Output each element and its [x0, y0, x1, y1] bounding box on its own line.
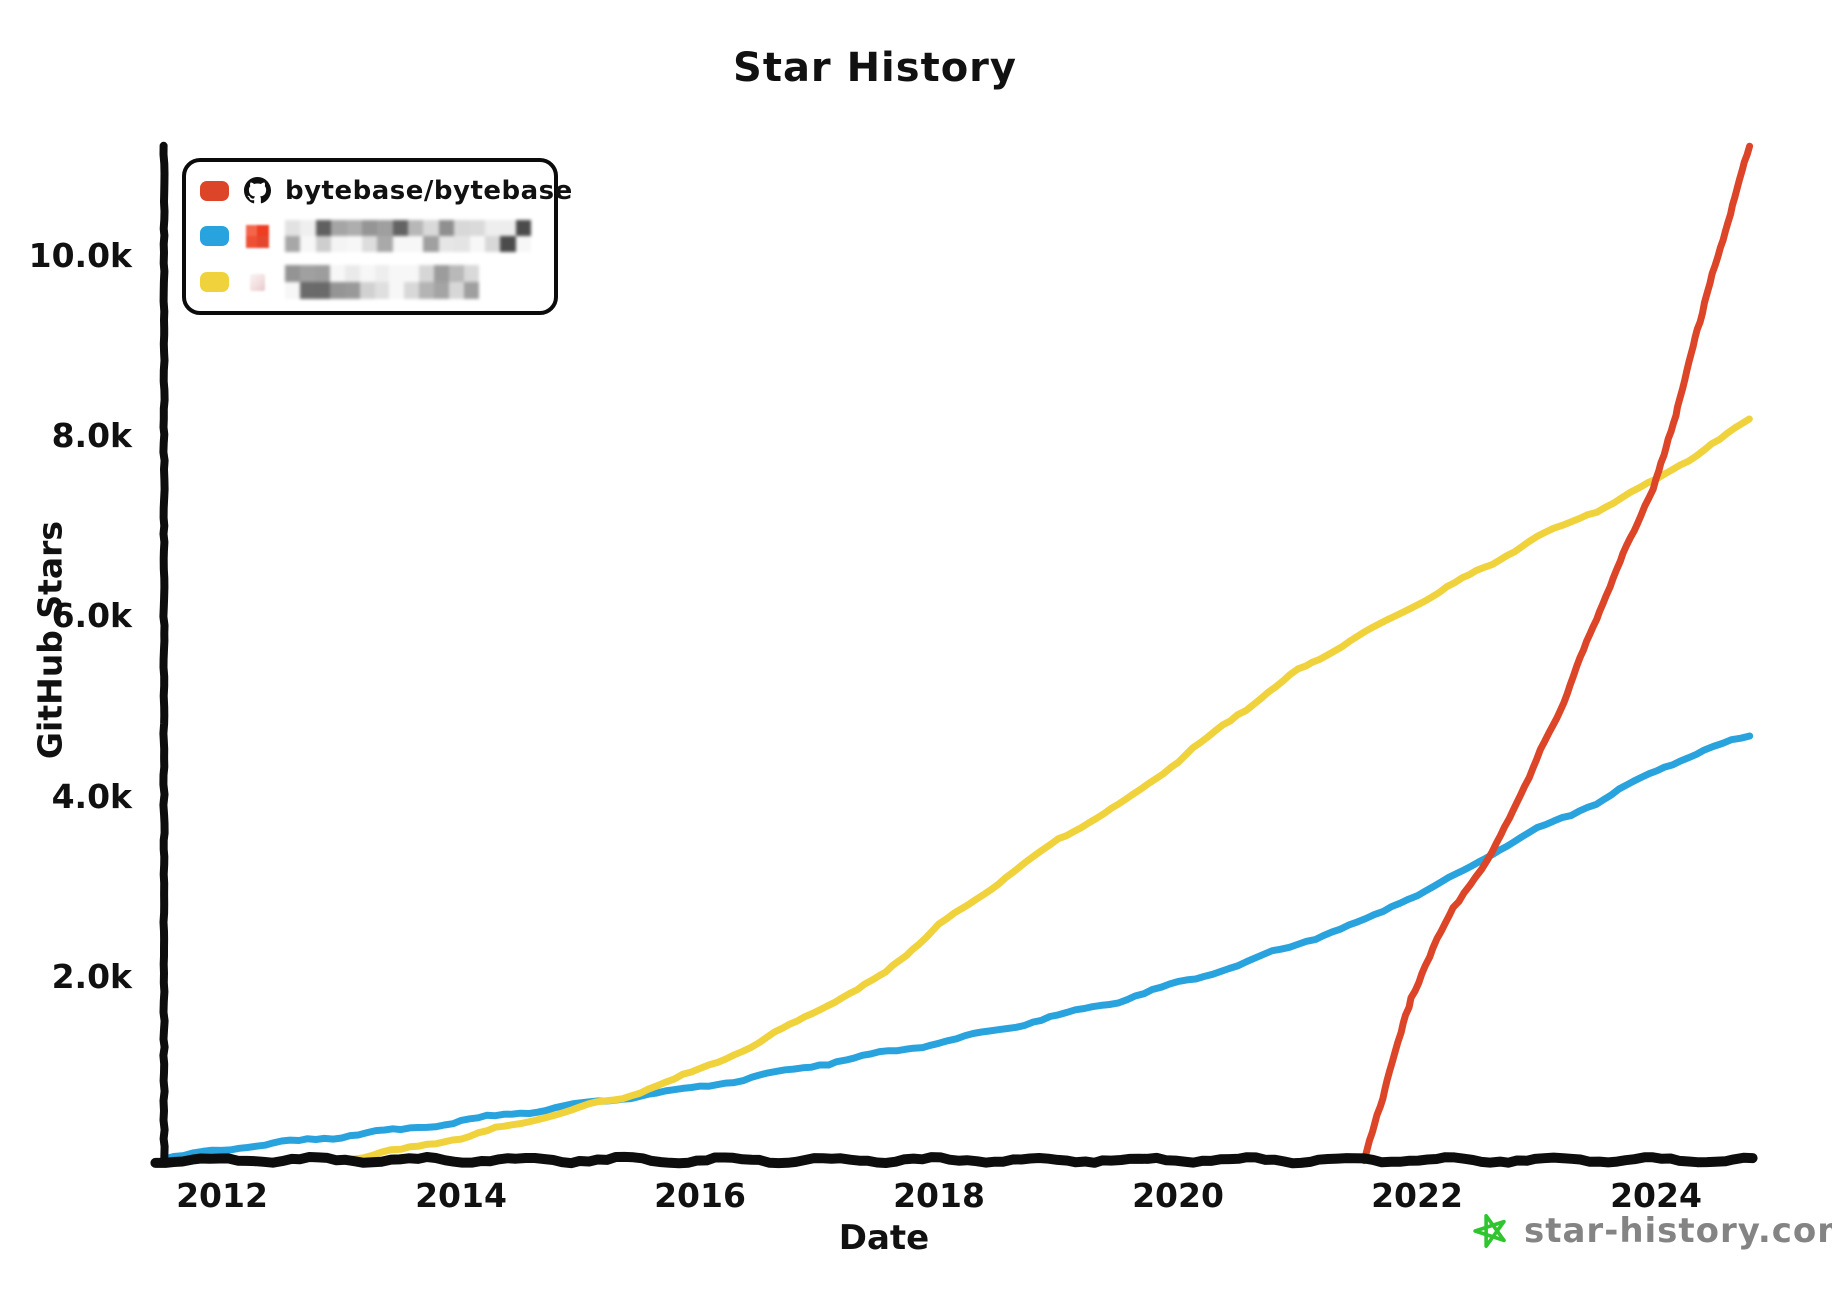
- y-axis-title: GitHub Stars: [30, 520, 70, 760]
- x-tick-2018: 2018: [893, 1176, 985, 1215]
- x-tick-2014: 2014: [415, 1176, 507, 1215]
- x-tick-2020: 2020: [1132, 1176, 1224, 1215]
- y-tick-4k: 4.0k: [51, 777, 132, 816]
- legend-entry-redacted-2: [200, 262, 540, 302]
- green-star-icon: [1473, 1213, 1506, 1249]
- y-axis-line: [159, 141, 169, 1168]
- x-tick-2012: 2012: [176, 1176, 268, 1215]
- x-tick-2024: 2024: [1610, 1176, 1702, 1215]
- legend-swatch-red: [200, 180, 229, 201]
- legend-box: bytebase/bytebase: [182, 158, 572, 315]
- x-tick-2022: 2022: [1371, 1176, 1463, 1215]
- series-line-redacted-2: [340, 415, 1753, 1165]
- y-tick-6k: 6.0k: [51, 596, 132, 635]
- legend-label-bytebase: bytebase/bytebase: [285, 175, 573, 206]
- legend-entry-bytebase: bytebase/bytebase: [200, 171, 572, 211]
- legend-entry-redacted-1: [200, 216, 540, 256]
- legend-swatch-yellow: [200, 272, 229, 293]
- x-axis-line: [150, 1151, 1758, 1169]
- x-axis-title: Date: [838, 1218, 930, 1258]
- blurred-repo-logo-icon: [241, 224, 273, 248]
- legend-swatch-blue: [200, 226, 229, 247]
- y-tick-10k: 10.0k: [28, 236, 132, 275]
- redacted-repo-name: [285, 265, 479, 300]
- github-octocat-icon: [241, 177, 273, 204]
- chart-title: Star History: [733, 45, 1017, 91]
- blurred-repo-logo-icon: [241, 273, 273, 291]
- series-line-redacted-1: [160, 732, 1754, 1163]
- y-tick-8k: 8.0k: [51, 416, 132, 455]
- series-line-bytebase-bytebase: [1360, 142, 1754, 1165]
- redacted-repo-name: [285, 220, 531, 253]
- watermark: star-history.com: [1472, 1210, 1832, 1251]
- y-tick-2k: 2.0k: [51, 957, 132, 996]
- x-tick-2016: 2016: [654, 1176, 746, 1215]
- watermark-text: star-history.com: [1524, 1210, 1832, 1251]
